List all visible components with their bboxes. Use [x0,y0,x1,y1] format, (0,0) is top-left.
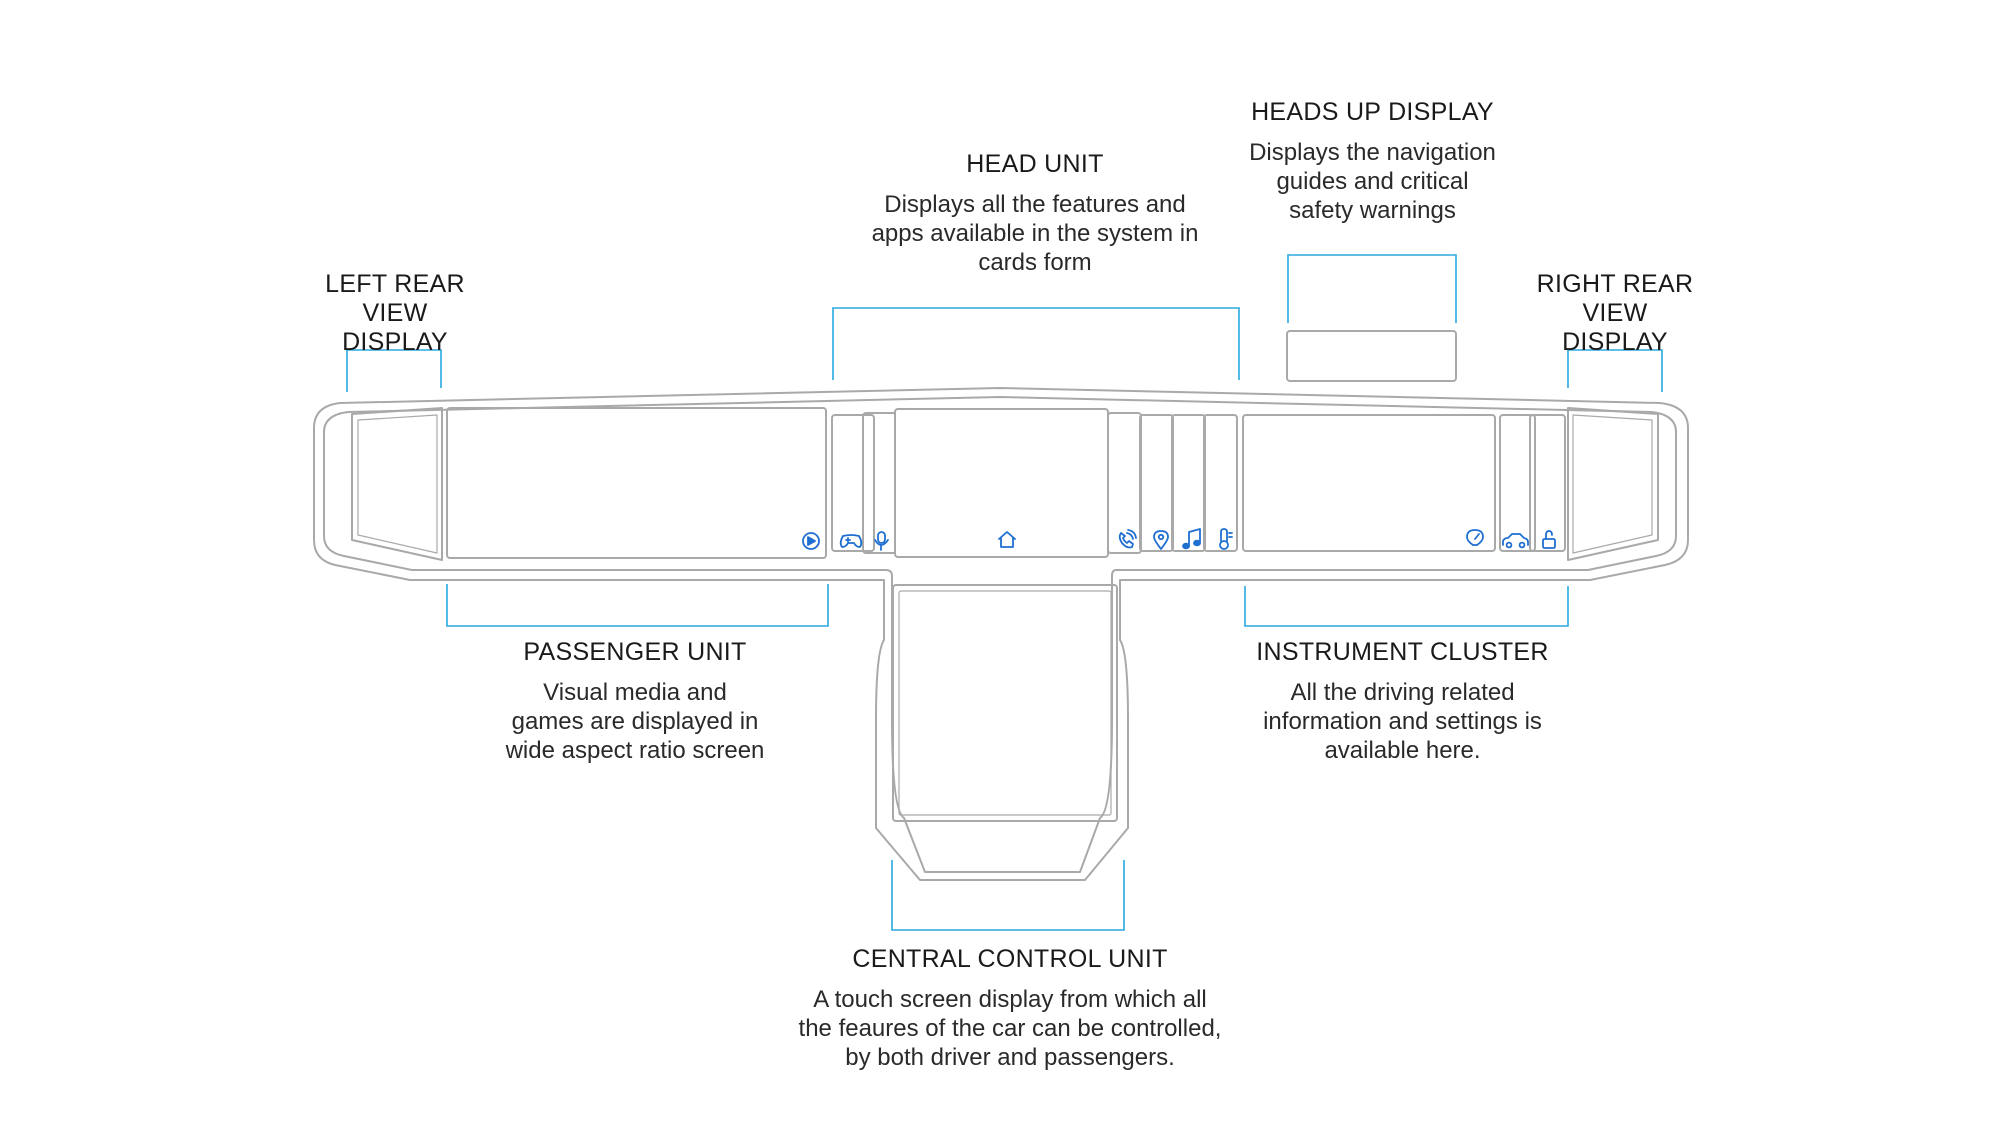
card-left-1 [831,414,875,552]
left-rear-view-screen-inner [357,414,438,554]
head-unit-main-screen [894,408,1109,558]
passenger-title: PASSENGER UNIT [523,638,747,666]
phone-icon [1118,529,1137,549]
central-control-description: A touch screen display from which all th… [798,986,1222,1071]
home-icon [998,531,1016,548]
passenger-label: PASSENGER UNIT Visual media and games ar… [485,638,785,765]
instrument-cluster-screen [1242,414,1496,552]
right-rear-bracket [1567,349,1663,392]
passenger-screen [446,407,827,559]
dashboard-body [313,387,1689,881]
right-rear-view-screen-inner [1572,414,1653,554]
heads-up-display-screen [1286,330,1457,382]
central-control-screen-inner [898,590,1112,816]
card-right-1 [1107,412,1142,554]
speedometer-icon [1466,529,1484,546]
thermometer-icon [1219,528,1233,550]
central-control-label: CENTRAL CONTROL UNIT A touch screen disp… [790,945,1230,1072]
head-unit-title: HEAD UNIT [966,150,1104,178]
instrument-card-1 [1499,414,1536,552]
instrument-description: All the driving related information and … [1263,679,1542,764]
heads-up-bracket [1287,254,1457,323]
dashboard-bevel [323,396,1677,873]
car-icon [1502,533,1529,549]
head-unit-description: Displays all the features and apps avail… [871,191,1199,276]
heads-up-title: HEADS UP DISPLAY [1251,98,1494,126]
heads-up-label: HEADS UP DISPLAY Displays the navigation… [1235,98,1510,225]
passenger-description: Visual media and games are displayed in … [505,679,765,764]
gamepad-icon [839,534,863,548]
left-rear-bracket [346,349,442,392]
play-icon [802,532,820,550]
passenger-bracket [446,584,829,627]
card-right-2 [1139,414,1174,552]
microphone-icon [874,531,889,551]
instrument-title: INSTRUMENT CLUSTER [1256,638,1549,666]
left-rear-title: LEFT REAR VIEW DISPLAY [325,270,465,356]
heads-up-description: Displays the navigation guides and criti… [1249,139,1496,224]
central-control-screen [892,584,1118,822]
lock-icon [1542,530,1556,549]
right-rear-title: RIGHT REAR VIEW DISPLAY [1536,270,1694,356]
instrument-label: INSTRUMENT CLUSTER All the driving relat… [1220,638,1585,765]
left-rear-view-screen [351,407,443,561]
central-control-title: CENTRAL CONTROL UNIT [852,945,1168,973]
head-unit-label: HEAD UNIT Displays all the features and … [855,150,1215,277]
instrument-bracket [1244,586,1569,627]
music-note-icon [1182,528,1201,550]
central-control-bracket [891,860,1125,931]
instrument-card-2 [1529,414,1566,552]
head-unit-bracket [832,307,1240,380]
location-pin-icon [1153,530,1169,550]
right-rear-view-screen [1567,407,1659,561]
